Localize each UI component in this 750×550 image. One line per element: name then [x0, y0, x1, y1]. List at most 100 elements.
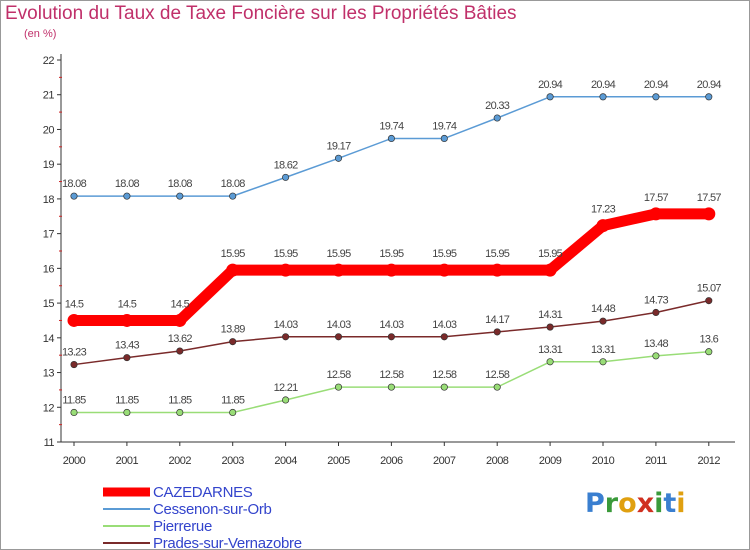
data-label: 18.08	[221, 178, 246, 190]
series-points	[67, 93, 716, 417]
data-point	[546, 323, 554, 331]
data-label: 11.85	[62, 394, 86, 406]
data-label: 17.57	[644, 192, 669, 204]
data-label: 11.85	[168, 394, 192, 406]
data-label: 14.5	[118, 298, 137, 310]
y-tick-label: 19	[43, 159, 55, 171]
data-point	[705, 93, 713, 101]
data-point	[229, 192, 237, 200]
data-point	[440, 333, 448, 341]
data-label: 18.08	[115, 178, 140, 190]
data-label: 14.5	[170, 298, 189, 310]
data-label: 14.31	[538, 309, 563, 321]
chart-title: Evolution du Taux de Taxe Foncière sur l…	[5, 3, 517, 24]
data-point	[229, 338, 237, 346]
data-label: 12.58	[432, 369, 457, 381]
data-point	[702, 207, 716, 221]
data-label: 13.62	[168, 333, 193, 345]
data-point	[387, 383, 395, 391]
data-label: 14.5	[65, 298, 84, 310]
data-point	[440, 383, 448, 391]
data-label: 18.62	[274, 159, 299, 171]
data-point	[279, 263, 293, 277]
data-label: 20.94	[591, 79, 616, 91]
data-label: 12.21	[274, 382, 299, 394]
data-point	[546, 358, 554, 366]
data-label: 20.94	[538, 79, 563, 91]
data-point	[599, 93, 607, 101]
y-tick-label: 20	[43, 124, 55, 136]
data-point	[599, 358, 607, 366]
x-tick-label: 2010	[592, 455, 615, 467]
legend-label: CAZEDARNES	[153, 484, 253, 501]
data-label: 20.94	[644, 79, 669, 91]
legend: CAZEDARNESCessenon-sur-OrbPierreruePrade…	[103, 484, 302, 550]
data-label: 20.94	[697, 79, 722, 91]
data-point	[123, 354, 131, 362]
data-point	[652, 308, 660, 317]
data-label: 11.85	[115, 394, 139, 406]
data-label: 15.95	[221, 248, 246, 260]
data-point	[332, 263, 345, 277]
data-label: 12.58	[326, 369, 351, 381]
data-point	[387, 134, 395, 143]
data-point	[282, 333, 290, 341]
data-point	[70, 192, 78, 200]
data-point	[652, 352, 660, 360]
data-point	[440, 134, 448, 143]
data-point	[596, 219, 610, 233]
x-tick-label: 2000	[63, 455, 86, 467]
data-point	[705, 348, 713, 356]
data-point	[226, 263, 240, 277]
data-label: 20.33	[485, 100, 510, 112]
data-label: 13.31	[538, 344, 563, 356]
data-label: 15.95	[485, 248, 510, 260]
y-tick-label: 17	[43, 229, 55, 241]
data-point	[437, 263, 451, 277]
data-label: 15.95	[274, 248, 299, 260]
x-tick-label: 2011	[645, 455, 667, 467]
data-point	[493, 383, 501, 391]
x-tick-label: 2006	[380, 455, 403, 467]
data-point	[334, 383, 343, 391]
data-label: 11.85	[221, 394, 245, 406]
x-tick-label: 2012	[698, 455, 721, 467]
axes: 11 12 13 14 15 16 17 18 19 20 21 22 2000 2001 2002 2003…	[43, 54, 735, 467]
x-tick-label: 2003	[221, 455, 244, 467]
data-point	[176, 192, 184, 200]
data-label: 15.95	[538, 248, 563, 260]
data-label: 14.03	[274, 319, 299, 331]
y-tick-label: 11	[44, 437, 55, 449]
data-point	[490, 263, 504, 277]
data-point	[334, 333, 343, 341]
data-label: 19.74	[379, 120, 404, 132]
data-point	[123, 408, 131, 417]
data-point	[70, 408, 78, 417]
data-point	[334, 154, 343, 162]
data-point	[120, 313, 134, 327]
data-label: 19.17	[326, 140, 351, 152]
data-label: 15.95	[326, 248, 351, 260]
data-point	[176, 408, 184, 417]
data-point	[229, 408, 237, 417]
x-tick-label: 2009	[539, 455, 562, 467]
y-tick-label: 14	[43, 333, 55, 345]
data-label: 19.74	[432, 120, 457, 132]
data-label: 13.89	[221, 324, 246, 336]
data-label: 13.6	[699, 334, 718, 346]
data-label: 18.08	[62, 178, 87, 190]
y-tick-label: 18	[43, 194, 55, 206]
data-label: 18.08	[168, 178, 193, 190]
data-label: 12.58	[379, 369, 404, 381]
data-point	[705, 297, 713, 305]
data-label: 12.58	[485, 369, 510, 381]
data-label: 13.23	[62, 347, 87, 359]
data-label: 15.95	[432, 248, 457, 260]
y-tick-label: 15	[43, 298, 55, 310]
y-tick-label: 13	[43, 368, 55, 380]
data-label: 14.17	[485, 314, 510, 326]
data-label: 13.43	[115, 340, 140, 352]
data-point	[387, 333, 395, 341]
x-tick-label: 2004	[274, 455, 297, 467]
